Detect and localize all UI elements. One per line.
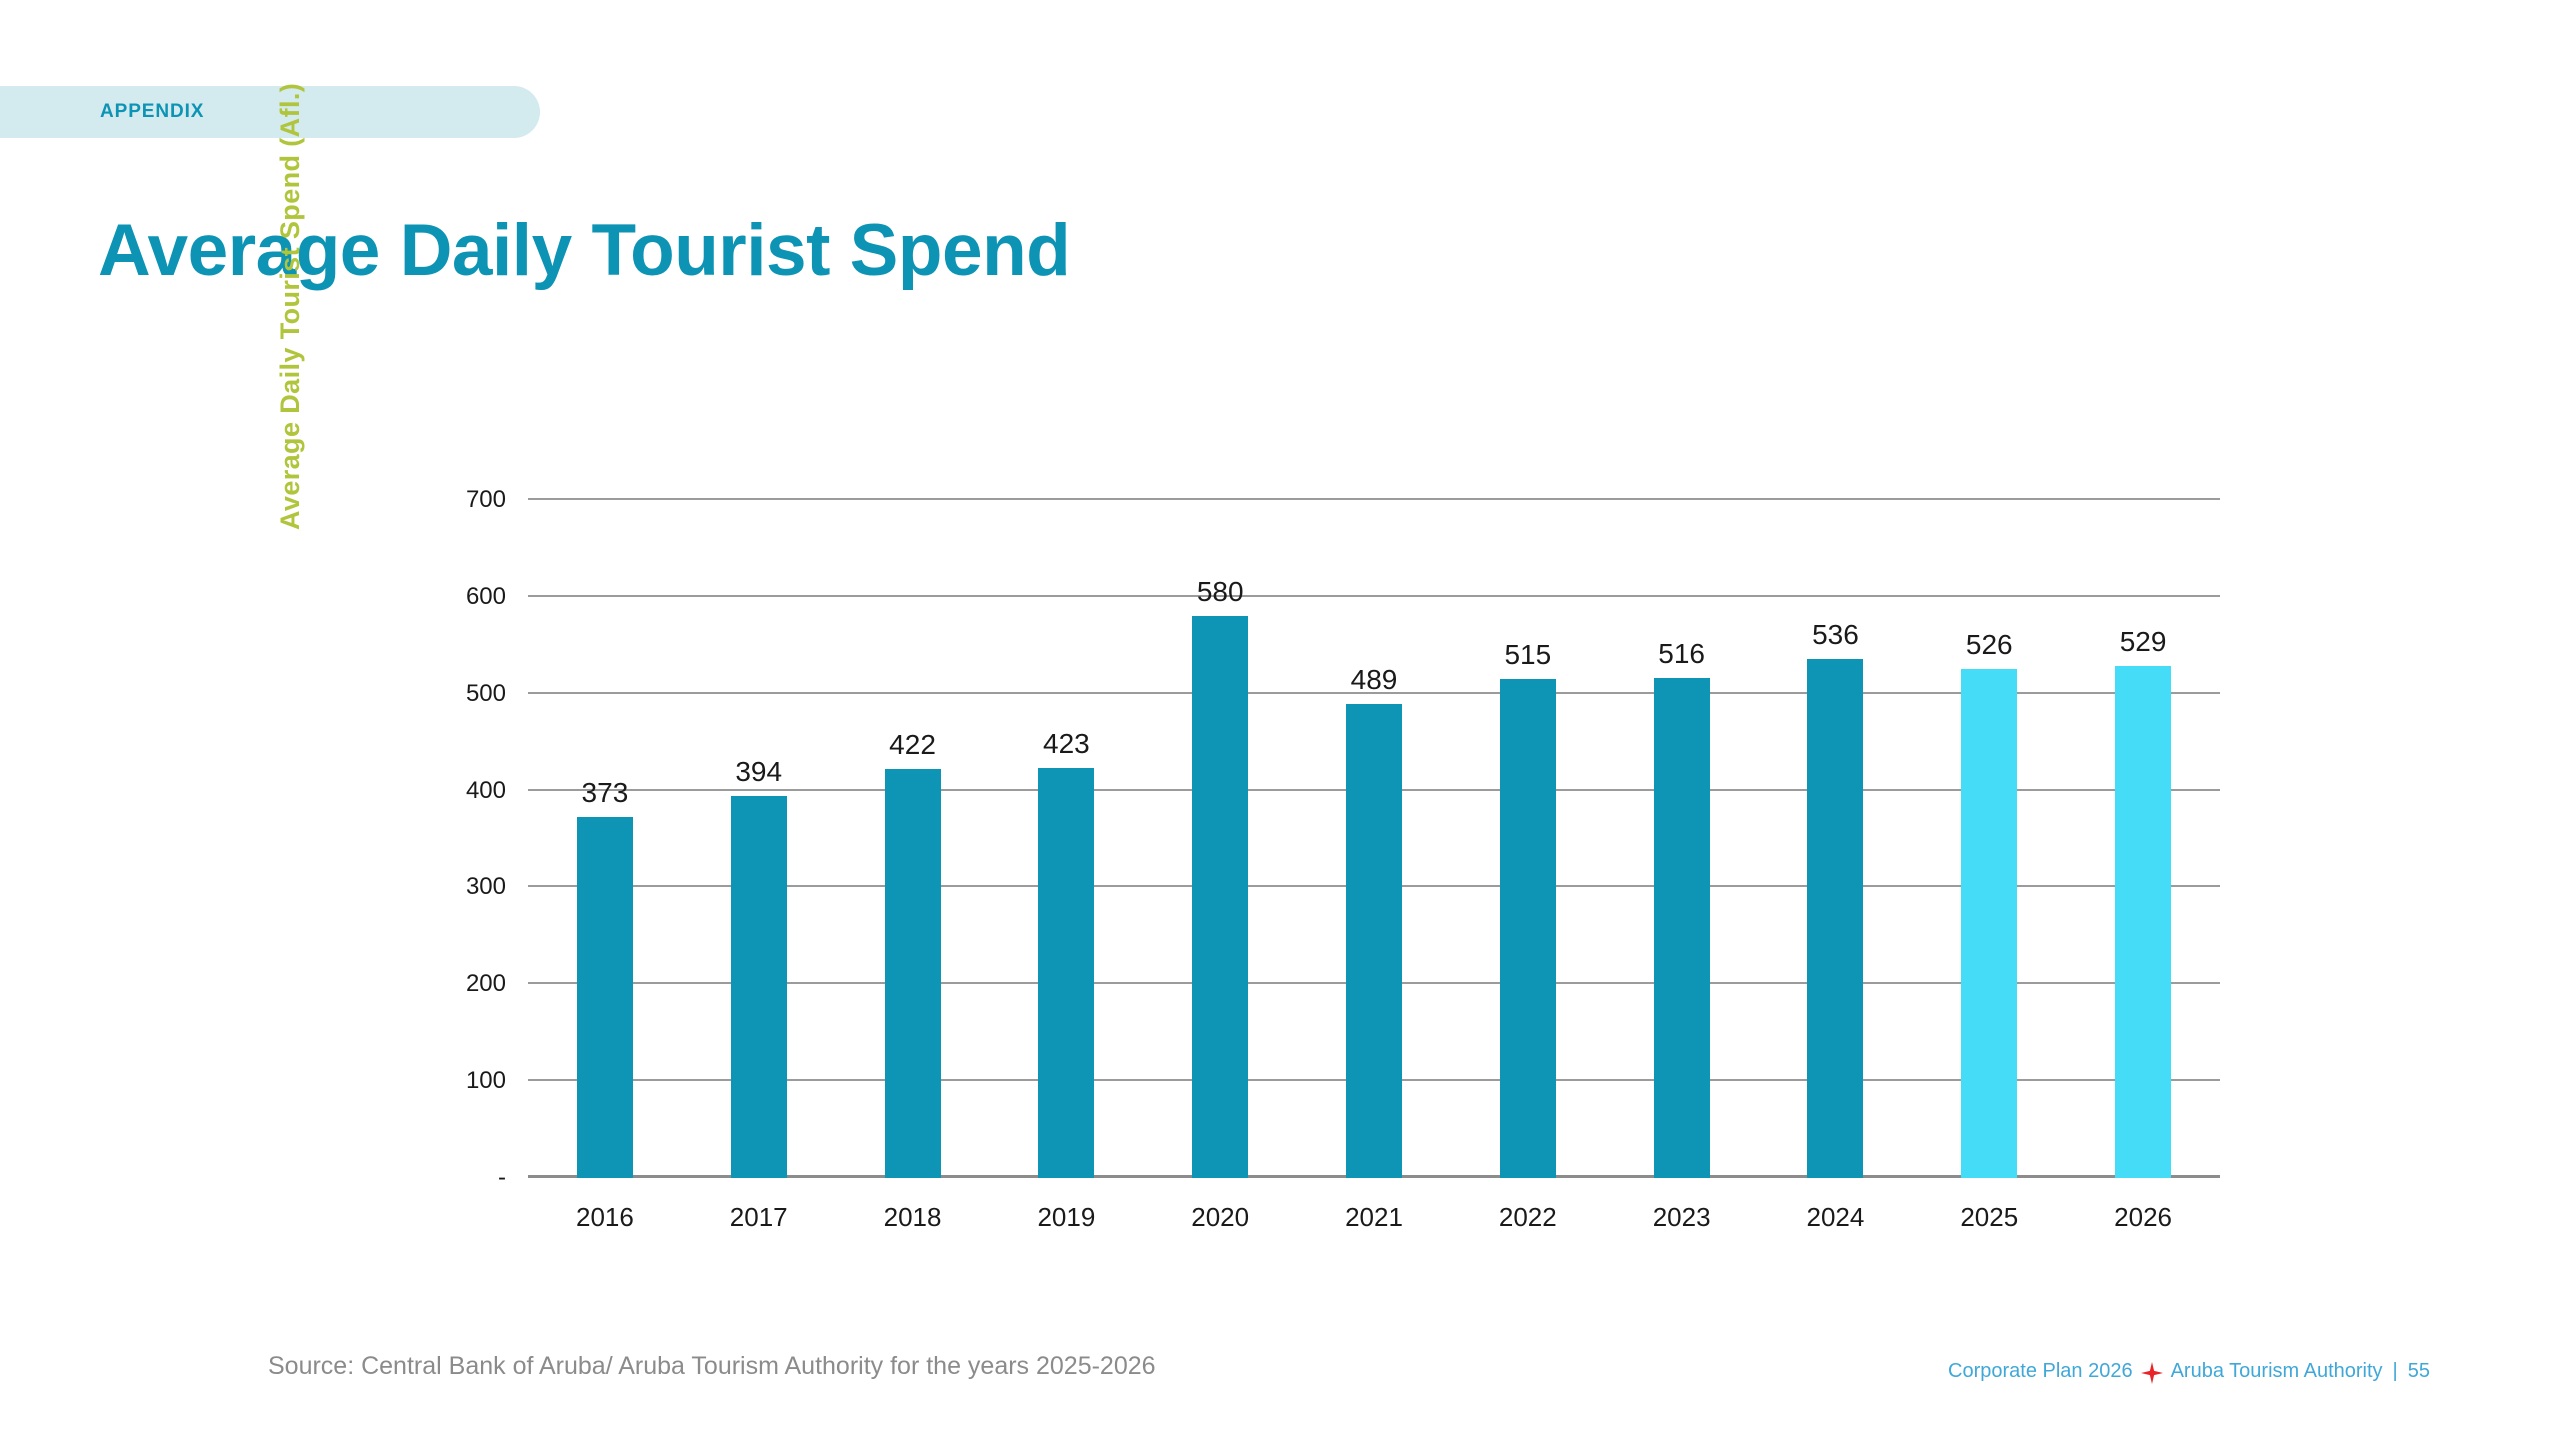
bar-group: 423 2019 [989, 500, 1143, 1232]
bar[interactable] [1345, 704, 1402, 1178]
bar[interactable] [884, 769, 941, 1178]
bar-group: 515 2022 [1451, 500, 1605, 1232]
bar-value-label: 423 [1043, 728, 1090, 760]
bar[interactable] [1961, 668, 2018, 1178]
bar[interactable] [730, 796, 787, 1178]
bar[interactable] [1807, 658, 1864, 1178]
plot-area: 700 600 500 400 300 200 100 - 373 2016 394 2017 422… [466, 486, 2220, 1232]
bar-value-label: 516 [1658, 638, 1705, 670]
bar-value-label: 529 [2119, 625, 2167, 657]
bar-chart: Average Daily Tourist Spend (Afl.) 700 60… [275, 83, 2240, 1232]
bar[interactable] [1499, 679, 1556, 1178]
x-axis-tick-label: 2020 [1191, 1202, 1250, 1232]
x-axis-tick-label: 2024 [1806, 1202, 1865, 1232]
x-axis-tick-label: 2023 [1652, 1202, 1711, 1232]
bar-value-label: 515 [1504, 639, 1552, 671]
bar-group: 529 2026 [2066, 500, 2220, 1232]
appendix-badge: APPENDIX [0, 86, 540, 138]
x-axis-tick-label: 2025 [1960, 1202, 2019, 1232]
bar-value-label: 536 [1812, 618, 1859, 650]
bar-value-label: 526 [1965, 628, 2013, 660]
bar-group: 536 2024 [1759, 500, 1913, 1232]
x-axis-tick-label: 2026 [2114, 1202, 2172, 1232]
bar[interactable] [576, 816, 633, 1178]
gridline: 500 [466, 680, 2220, 707]
bar-group: 489 2021 [1297, 500, 1451, 1232]
gridline: 700 [466, 486, 2220, 513]
bars-group: 373 2016 394 2017 422 2018 423 2019 580 2020 489 20… [528, 500, 2220, 1232]
gridline: 600 [466, 583, 2220, 610]
y-axis-tick-label: 600 [465, 582, 506, 610]
footer: Corporate Plan 2026 Aruba Tourism Author… [1948, 1360, 2430, 1384]
bar-value-label: 373 [581, 776, 629, 808]
x-axis-tick-label: 2016 [575, 1202, 634, 1232]
source-note: Source: Central Bank of Aruba/ Aruba Tou… [268, 1352, 1156, 1380]
x-axis-tick-label: 2019 [1037, 1202, 1096, 1232]
y-axis-title: Average Daily Tourist Spend (Afl.) [275, 82, 305, 530]
y-axis-tick-label: - [498, 1164, 506, 1191]
bar[interactable] [1038, 768, 1095, 1178]
x-axis-tick-label: 2022 [1498, 1202, 1557, 1232]
y-axis-tick-label: 700 [465, 486, 506, 513]
y-axis-tick-label: 100 [465, 1067, 506, 1095]
footer-separator: | [2392, 1360, 2398, 1382]
four-pointed-star-icon [2140, 1361, 2163, 1384]
bar[interactable] [1192, 616, 1249, 1178]
y-axis-tick-label: 500 [465, 679, 506, 707]
bar-value-label: 394 [735, 756, 783, 788]
bar-group: 394 2017 [682, 500, 836, 1232]
y-axis-tick-label: 200 [465, 970, 506, 998]
y-axis-tick-label: 300 [465, 873, 506, 901]
bar-group: 516 2023 [1605, 500, 1759, 1232]
footer-org-label: Aruba Tourism Authority [2170, 1360, 2383, 1382]
bar[interactable] [1653, 678, 1710, 1178]
bar-value-label: 580 [1196, 576, 1244, 608]
y-axis-tick-label: 400 [465, 776, 506, 804]
x-axis-tick-label: 2021 [1345, 1202, 1403, 1232]
bar-group: 526 2025 [1912, 500, 2066, 1232]
bar-value-label: 489 [1350, 664, 1398, 696]
footer-page-number: 55 [2407, 1360, 2430, 1382]
x-axis-tick-label: 2017 [729, 1202, 788, 1232]
bar-group: 373 2016 [528, 500, 682, 1232]
x-axis-tick-label: 2018 [883, 1202, 942, 1232]
footer-plan-label: Corporate Plan 2026 [1948, 1360, 2133, 1382]
appendix-badge-label: APPENDIX [100, 101, 205, 122]
bar-group: 580 2020 [1143, 500, 1297, 1232]
page-title: Average Daily Tourist Spend [98, 209, 1071, 291]
bar[interactable] [2115, 665, 2172, 1178]
bar-group: 422 2018 [836, 500, 990, 1232]
bar-value-label: 422 [889, 729, 936, 761]
